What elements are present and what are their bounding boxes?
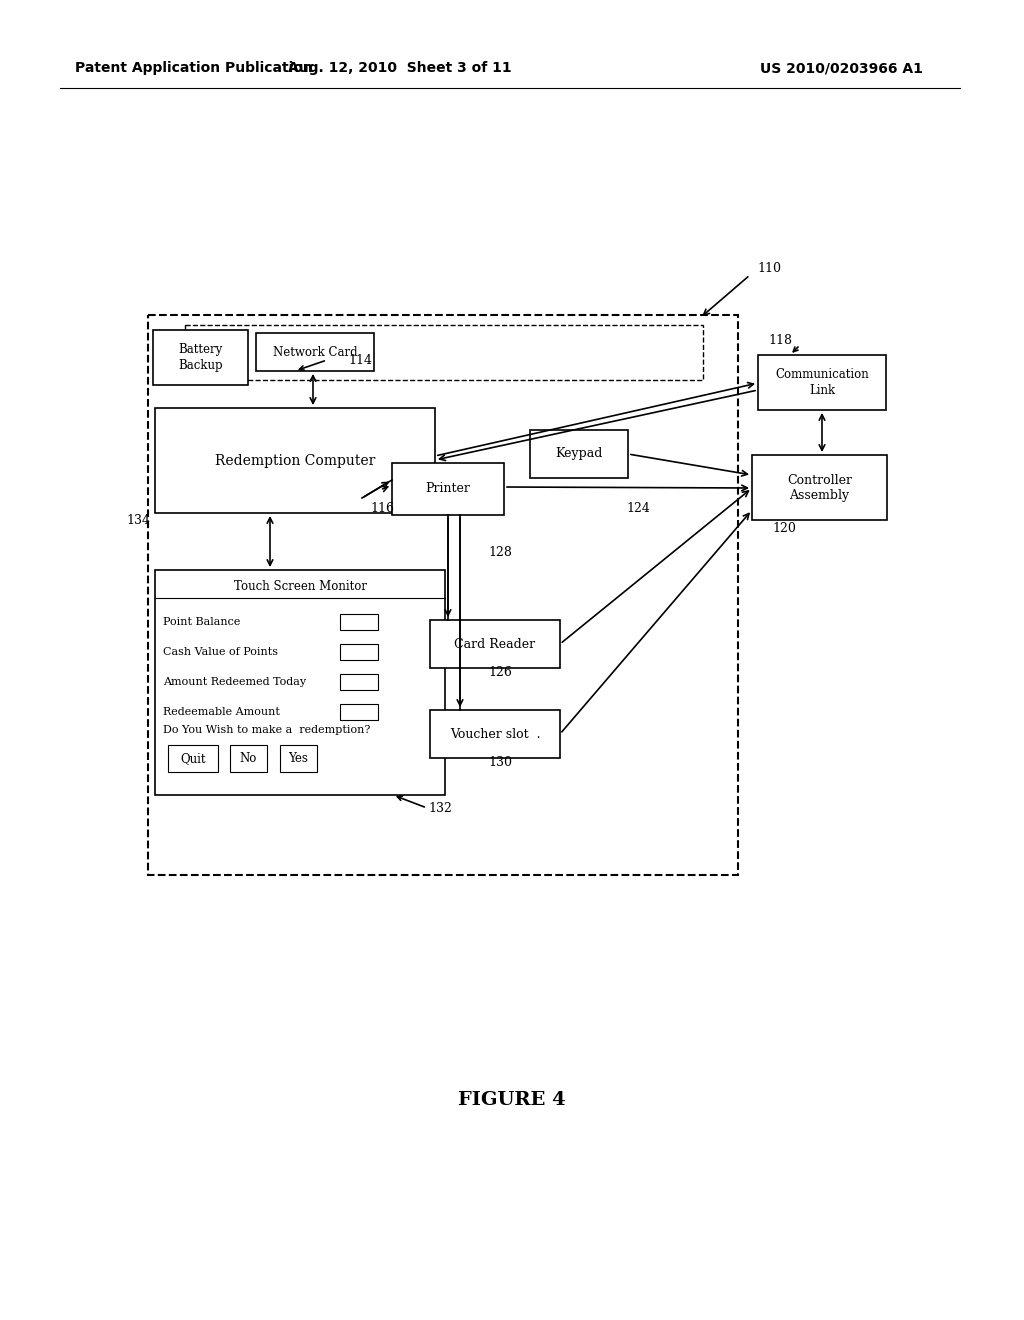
Bar	[280, 744, 317, 772]
Text: 130: 130	[488, 756, 512, 770]
Text: 116: 116	[370, 502, 394, 515]
Bar	[430, 710, 560, 758]
Bar	[430, 620, 560, 668]
Text: Amount Redeemed Today: Amount Redeemed Today	[163, 677, 306, 686]
Bar	[340, 644, 378, 660]
Bar	[148, 315, 738, 875]
Bar	[392, 463, 504, 515]
Bar	[758, 355, 886, 411]
Bar	[168, 744, 218, 772]
Text: Printer: Printer	[426, 483, 470, 495]
Text: 120: 120	[772, 521, 796, 535]
Text: Card Reader: Card Reader	[455, 638, 536, 651]
Text: 128: 128	[488, 546, 512, 560]
Bar	[340, 614, 378, 630]
Text: 118: 118	[768, 334, 792, 346]
Text: Point Balance: Point Balance	[163, 616, 241, 627]
Text: 132: 132	[428, 801, 452, 814]
Text: 134: 134	[126, 513, 150, 527]
Bar	[230, 744, 267, 772]
Text: Quit: Quit	[180, 752, 206, 766]
Text: FIGURE 4: FIGURE 4	[458, 1092, 566, 1109]
Bar	[155, 408, 435, 513]
Bar	[155, 570, 445, 795]
Text: Patent Application Publication: Patent Application Publication	[75, 61, 312, 75]
Text: 114: 114	[348, 354, 372, 367]
Text: Redemption Computer: Redemption Computer	[215, 454, 375, 467]
Text: Network Card: Network Card	[272, 346, 357, 359]
Text: Do You Wish to make a  redemption?: Do You Wish to make a redemption?	[163, 725, 371, 735]
Text: US 2010/0203966 A1: US 2010/0203966 A1	[760, 61, 923, 75]
Text: Aug. 12, 2010  Sheet 3 of 11: Aug. 12, 2010 Sheet 3 of 11	[288, 61, 512, 75]
Bar	[153, 330, 248, 385]
Text: Redeemable Amount: Redeemable Amount	[163, 708, 280, 717]
Text: Battery
Backup: Battery Backup	[178, 343, 223, 371]
Text: Communication
Link: Communication Link	[775, 368, 869, 396]
Bar	[185, 325, 703, 380]
Text: Yes: Yes	[289, 752, 308, 766]
Text: Controller
Assembly: Controller Assembly	[787, 474, 852, 502]
Text: Keypad: Keypad	[555, 447, 603, 461]
Bar	[340, 704, 378, 719]
Bar	[530, 430, 628, 478]
Bar	[752, 455, 887, 520]
Bar	[256, 333, 374, 371]
Text: 124: 124	[626, 502, 650, 515]
Text: 110: 110	[757, 261, 781, 275]
Bar	[340, 675, 378, 690]
Text: Touch Screen Monitor: Touch Screen Monitor	[233, 579, 367, 593]
Text: 126: 126	[488, 667, 512, 680]
Text: Voucher slot  .: Voucher slot .	[450, 727, 541, 741]
Text: No: No	[240, 752, 257, 766]
Text: Cash Value of Points: Cash Value of Points	[163, 647, 278, 657]
